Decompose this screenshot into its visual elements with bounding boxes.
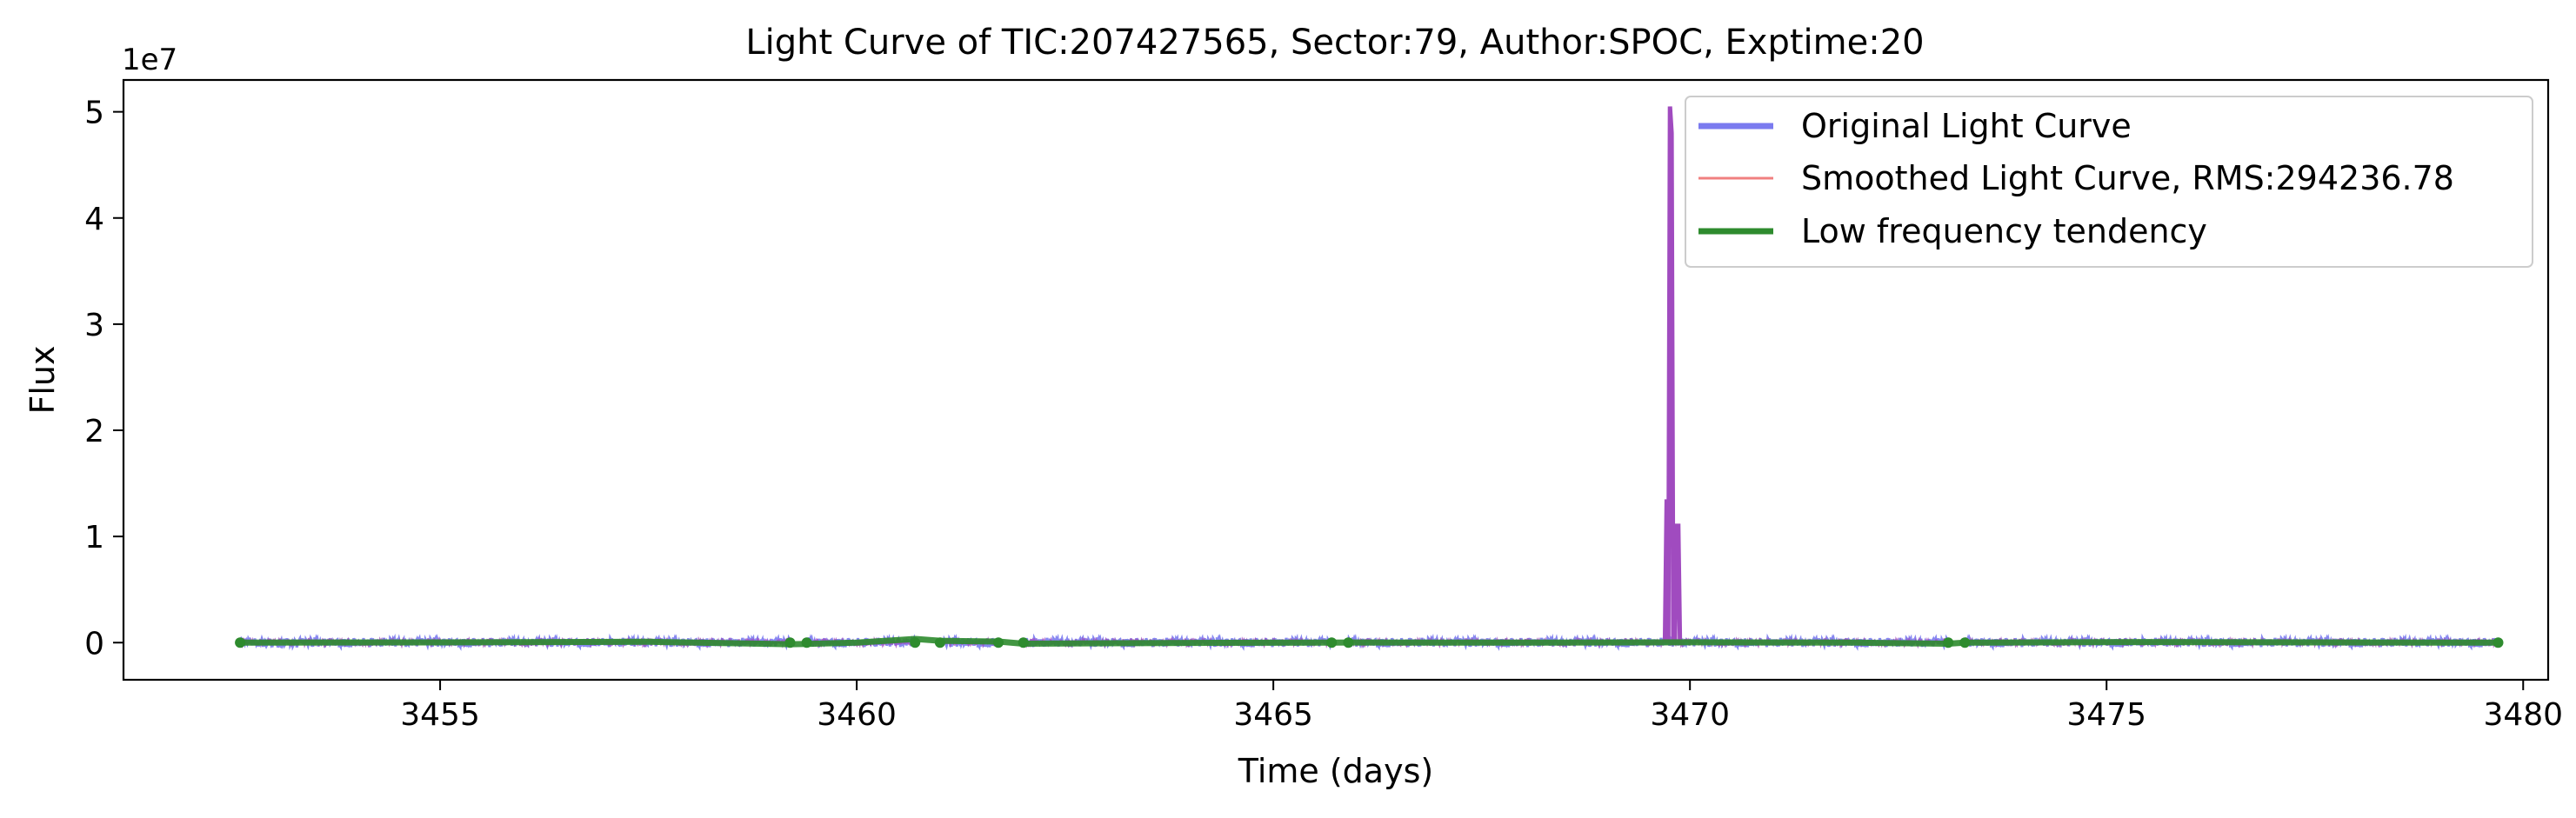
tendency-line: [240, 635, 2499, 648]
y-tick-label: 1: [84, 520, 104, 555]
x-tick-label: 3480: [2483, 697, 2563, 733]
tendency-segment-end: [993, 637, 1004, 648]
y-tick-label: 2: [84, 414, 104, 449]
plot-area: [235, 106, 2504, 651]
original-curve-flare: [1662, 106, 1683, 645]
legend: Original Light Curve Smoothed Light Curv…: [1685, 96, 2533, 268]
x-tick-label: 3470: [1650, 697, 1730, 733]
tendency-segment-end: [934, 637, 945, 648]
legend-entry-smoothed: Smoothed Light Curve, RMS:294236.78: [1801, 159, 2454, 197]
tendency-segment-end: [1943, 637, 1954, 648]
y-offset-label: 1e7: [122, 43, 177, 77]
chart-title: Light Curve of TIC:207427565, Sector:79,…: [745, 23, 1924, 63]
x-tick-label: 3460: [817, 697, 897, 733]
tendency-segment-end: [784, 637, 796, 648]
tendency-segment-end: [910, 637, 921, 648]
x-tick-label: 3455: [400, 697, 480, 733]
x-tick-label: 3465: [1233, 697, 1313, 733]
tendency-segment-end: [2493, 637, 2504, 648]
y-tick-label: 5: [84, 96, 104, 131]
tendency-segment-end: [1959, 637, 1971, 648]
legend-entry-original: Original Light Curve: [1801, 107, 2132, 145]
legend-box: [1685, 96, 2533, 268]
tendency-segment-end: [1343, 637, 1354, 648]
tendency-segment-end: [801, 637, 812, 648]
tendency-segment-end: [1326, 637, 1338, 648]
plot-frame: [122, 78, 2550, 682]
y-axis-label: Flux: [23, 346, 62, 415]
legend-entry-tendency: Low frequency tendency: [1801, 212, 2207, 250]
tendency-segment-end: [1018, 637, 1029, 648]
y-tick-label: 3: [84, 308, 104, 343]
x-axis-label: Time (days): [1238, 752, 1433, 790]
y-tick-label: 0: [84, 626, 104, 662]
y-axis: 0 1 2 3 4 5: [84, 96, 123, 662]
tendency-segment-end: [235, 637, 246, 648]
x-tick-label: 3475: [2066, 697, 2146, 733]
y-tick-label: 4: [84, 202, 104, 237]
x-axis: 3455 3460 3465 3470 3475 3480: [400, 680, 2563, 733]
